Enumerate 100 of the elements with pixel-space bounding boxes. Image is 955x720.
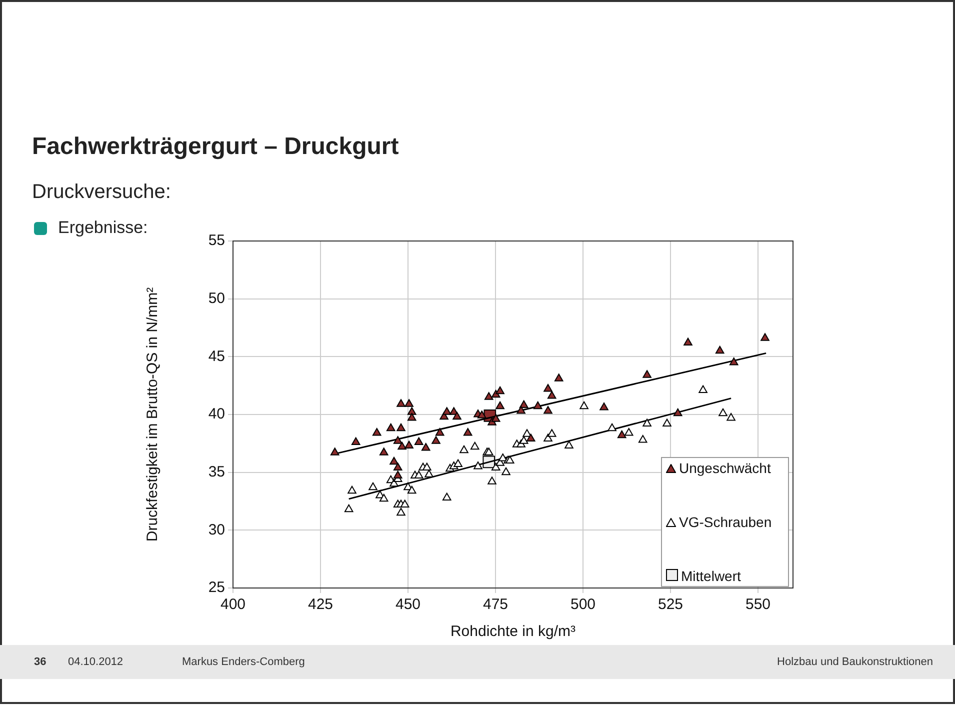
point [442,407,452,415]
point [398,442,406,450]
point [608,423,616,432]
point [617,430,626,438]
point [368,482,378,490]
point [460,445,468,454]
text: 36 [34,656,46,668]
point [544,406,552,414]
point [684,338,692,346]
point [407,407,416,415]
point [470,442,480,450]
point [760,333,770,341]
legend-label: Ungeschwächt [679,460,771,476]
point [474,462,482,470]
point [404,440,414,448]
point [491,462,500,470]
y-tick-label: 55 [208,232,225,250]
chart-title: Fachwerkträgergurt – Druckgurt [32,133,399,161]
chart-subtitle: Druckversuche: [32,181,171,204]
point [390,456,398,465]
text: Ergebnisse: [58,218,148,238]
point [454,459,462,467]
point [729,357,738,366]
point [393,470,402,479]
point [348,486,356,494]
point [421,443,430,451]
point [547,390,556,399]
point [400,500,410,508]
point [533,401,542,410]
x-tick-label: 475 [482,596,508,614]
point [491,414,500,422]
x-tick-label: 450 [395,596,421,614]
point [718,408,728,416]
x-tick-label: 400 [220,596,246,614]
point [502,467,510,476]
x-axis-title: Rohdichte in kg/m³ [450,623,576,640]
legend-label: Mittelwert [681,568,741,584]
point [488,476,496,484]
point [673,408,682,416]
point [414,470,424,479]
legend-label: VG-Schrauben [679,514,772,530]
point [624,428,634,436]
point [477,410,486,418]
point [526,434,536,442]
y-tick-label: 25 [208,579,225,596]
y-tick-label: 40 [208,406,225,423]
point [662,418,672,427]
text: 04.10.2012 [68,656,124,668]
point [330,448,340,456]
point [396,508,406,516]
point [393,436,402,444]
y-axis-title: Druckfestigkeit im Brutto-QS in N/mm² [144,287,162,542]
point [484,392,494,400]
point [393,462,402,470]
point [422,462,432,470]
point [396,399,406,407]
point [496,401,504,410]
point [344,504,354,512]
point [642,370,652,378]
point [432,436,440,444]
point [547,429,556,437]
point [396,423,406,432]
point [498,453,508,462]
point [544,384,552,392]
point [424,470,434,478]
point [463,428,472,436]
x-tick-label: 525 [658,596,684,614]
point [642,418,652,427]
point [715,346,724,354]
text: Markus Enders-Comberg [182,656,305,668]
text: Holzbau und Baukonstruktionen [777,656,933,668]
point [519,436,528,444]
point [698,385,708,393]
point [519,400,528,408]
x-tick-label: 425 [308,596,334,614]
point [442,492,452,501]
point [580,401,588,410]
point [386,423,396,432]
point [726,412,736,421]
x-tick-label: 500 [570,596,596,614]
point [600,402,608,410]
point [638,434,648,443]
x-tick-label: 550 [745,596,771,614]
point [554,374,564,382]
point [496,386,504,394]
point [452,412,462,420]
point [351,437,360,446]
y-tick-label: 35 [208,463,225,480]
point [379,494,388,502]
point [564,440,574,448]
point [404,399,414,407]
y-tick-label: 45 [208,348,225,365]
point [407,486,416,494]
point [379,448,388,456]
y-tick-label: 50 [208,290,225,307]
point [516,406,526,414]
point [407,412,416,421]
point [414,437,424,446]
point [435,428,444,436]
y-tick-label: 30 [208,521,225,538]
